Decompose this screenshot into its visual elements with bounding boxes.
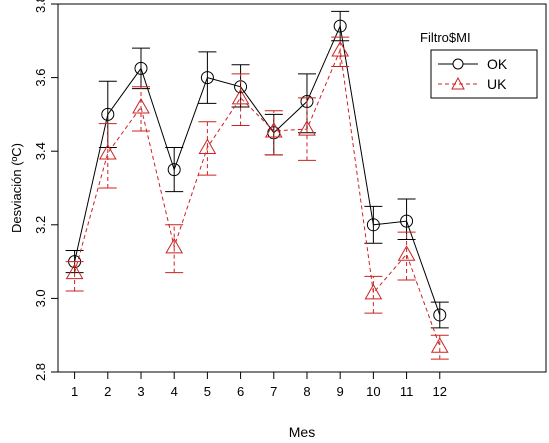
data-point-ok [366, 218, 380, 232]
data-point-uk [364, 283, 383, 300]
y-tick-label: 2.8 [33, 363, 48, 381]
x-tick-label: 2 [104, 384, 111, 399]
x-tick-label: 12 [433, 384, 447, 399]
data-point-uk [198, 138, 217, 155]
x-tick-label: 8 [303, 384, 310, 399]
data-point-ok [167, 163, 181, 177]
series-line-uk [74, 48, 441, 347]
legend-ok-label: OK [487, 56, 508, 72]
data-point-uk [264, 121, 283, 138]
data-point-uk [331, 40, 350, 57]
data-point-uk [65, 263, 84, 280]
y-tick-label: 3.0 [33, 289, 48, 307]
series-layer [65, 10, 449, 360]
legend-ok-marker [452, 58, 464, 70]
x-tick-label: 9 [337, 384, 344, 399]
data-point-ok [433, 308, 447, 322]
y-tick-label: 3.6 [33, 69, 48, 87]
y-tick-label: 3.8 [33, 0, 48, 13]
series-line-ok [74, 24, 441, 316]
x-tick-label: 6 [237, 384, 244, 399]
x-tick-label: 10 [366, 384, 380, 399]
x-axis-label: Mes [289, 424, 315, 440]
x-tick-label: 11 [400, 384, 414, 399]
legend-uk-label: UK [487, 76, 507, 92]
data-point-uk [397, 245, 416, 261]
data-point-uk [165, 237, 184, 254]
y-tick-label: 3.4 [33, 142, 48, 160]
data-point-uk [98, 144, 117, 160]
x-tick-label: 1 [71, 384, 78, 399]
x-tick-label: 4 [171, 384, 178, 399]
axes-layer: 1 2 3 4 5 6 7 8 9 10 11 122.83.03.23.43.63.8 [33, 0, 447, 399]
data-point-uk [132, 98, 150, 114]
x-tick-label: 3 [137, 384, 144, 399]
data-point-ok [333, 19, 347, 33]
legend: Filtro$MI OK UK [420, 30, 538, 99]
legend-box [430, 49, 538, 99]
data-point-ok [101, 107, 115, 121]
legend-title: Filtro$MI [420, 30, 471, 45]
data-point-ok [400, 214, 414, 228]
x-tick-label: 7 [270, 384, 277, 399]
y-axis-label: Desviación (ºC) [9, 143, 24, 233]
data-point-uk [430, 337, 449, 353]
y-tick-label: 3.2 [33, 216, 48, 234]
data-point-ok [134, 61, 148, 75]
x-tick-label: 5 [204, 384, 211, 399]
data-point-uk [298, 120, 316, 136]
plot-box [57, 3, 547, 373]
data-point-ok [200, 71, 214, 85]
legend-uk-marker [451, 76, 465, 90]
data-point-uk [231, 88, 250, 105]
